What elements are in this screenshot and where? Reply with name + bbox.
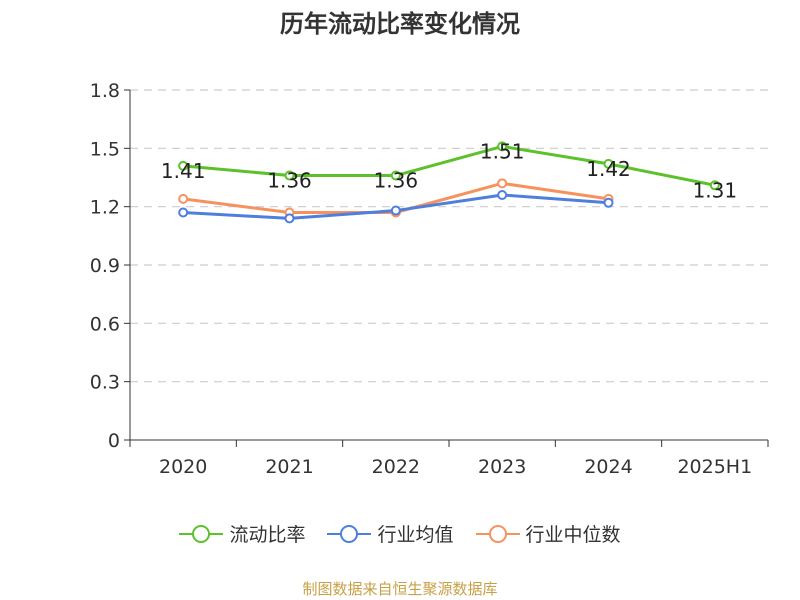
data-label: 1.51	[480, 139, 525, 163]
y-tick-label: 0	[108, 430, 120, 452]
data-labels: 1.41 1.36 1.36 1.51 1.42 1.31	[161, 139, 737, 202]
grid-lines	[130, 89, 768, 383]
data-point	[497, 190, 508, 200]
data-point	[284, 170, 295, 181]
legend-item-industry-mean[interactable]: 行业均值	[327, 520, 454, 547]
data-point	[709, 180, 720, 191]
series-line-0	[183, 144, 716, 187]
y-tick-label: 0.9	[90, 255, 120, 277]
data-point	[603, 197, 614, 208]
x-tick-label: 2025H1	[677, 456, 752, 478]
x-tick-label: 2021	[265, 456, 313, 478]
legend-marker-icon	[327, 524, 372, 543]
data-point	[603, 158, 614, 169]
x-tick-label: 2022	[372, 456, 420, 478]
data-point	[497, 178, 508, 189]
legend-label: 流动比率	[229, 524, 306, 546]
legend-item-industry-median[interactable]: 行业中位数	[475, 520, 621, 547]
legend-label: 行业均值	[377, 524, 454, 546]
data-point	[178, 160, 189, 171]
y-tick-label: 1.2	[90, 197, 120, 219]
y-tick-label: 0.6	[90, 313, 120, 335]
legend-marker-icon	[179, 524, 224, 543]
data-point	[390, 170, 401, 181]
data-label: 1.42	[586, 157, 631, 181]
source-note: 制图数据来自恒生聚源数据库	[302, 580, 498, 598]
data-point	[497, 141, 508, 152]
data-point	[178, 193, 189, 204]
legend: 流动比率 行业均值 行业中位数	[0, 520, 800, 547]
y-tick-label: 0.3	[90, 372, 120, 394]
x-tick-label: 2020	[159, 456, 207, 478]
axes: 0 0.3 0.6 0.9 1.2 1.5 1.8 2020 2021 2022 2023 2024 2…	[90, 80, 769, 478]
legend-marker-icon	[475, 524, 520, 543]
x-tick-label: 2024	[584, 456, 632, 478]
data-point	[178, 207, 189, 218]
y-tick-label: 1.5	[90, 138, 120, 160]
legend-label: 行业中位数	[525, 524, 621, 546]
data-point	[284, 213, 295, 224]
data-label: 1.36	[374, 169, 419, 193]
data-label: 1.41	[161, 159, 206, 183]
y-tick-label: 1.8	[90, 80, 120, 102]
data-point	[390, 205, 401, 216]
legend-item-current-ratio[interactable]: 流动比率	[179, 520, 305, 547]
x-tick-label: 2023	[478, 456, 526, 478]
data-label: 1.36	[267, 169, 312, 193]
series-group	[178, 141, 720, 224]
chart-title: 历年流动比率变化情况	[280, 10, 520, 38]
data-label: 1.31	[693, 178, 738, 202]
